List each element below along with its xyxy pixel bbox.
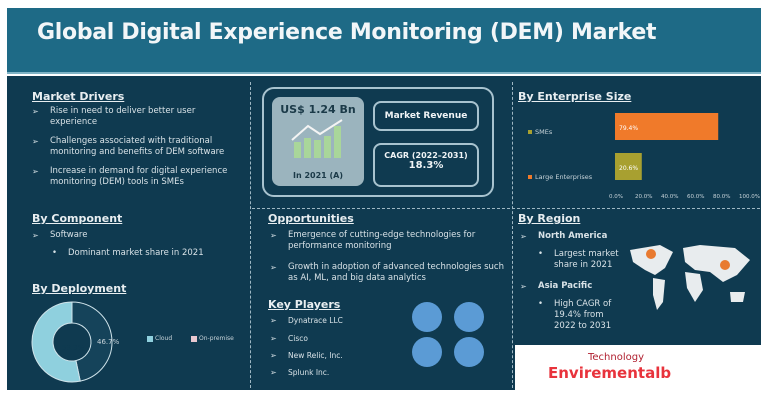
bar-large-enterprises bbox=[615, 153, 642, 180]
key-player: Cisco bbox=[270, 333, 308, 344]
legend-swatch bbox=[528, 130, 532, 134]
cagr-label: CAGR (2022–2031) bbox=[384, 151, 468, 160]
x-tick-label: 60.0% bbox=[687, 194, 704, 200]
by-enterprise-heading: By Enterprise Size bbox=[518, 90, 632, 103]
list-item: Growth in adoption of advanced technolog… bbox=[270, 262, 510, 284]
list-item: Software bbox=[32, 230, 87, 241]
key-player: Splunk Inc. bbox=[270, 367, 329, 378]
list-item: Increase in demand for digital experienc… bbox=[32, 166, 242, 188]
key-player: New Relic, Inc. bbox=[270, 350, 343, 361]
bar-label: 79.4% bbox=[619, 125, 638, 132]
region-na-detail: Largest market share in 2021 bbox=[528, 249, 623, 271]
legend-swatch bbox=[528, 175, 532, 179]
legend-cloud: Cloud bbox=[155, 335, 173, 342]
category-label: Large Enterprises bbox=[535, 173, 593, 181]
location-pin-icon bbox=[646, 249, 656, 259]
market-drivers-heading: Market Drivers bbox=[32, 90, 125, 103]
cagr-box: CAGR (2022–2031) 18.3% bbox=[373, 143, 479, 187]
revenue-frame bbox=[262, 87, 494, 197]
legend-swatch-onpremise bbox=[191, 336, 197, 342]
list-item: Rise in need to deliver better user expe… bbox=[32, 106, 242, 128]
divider bbox=[512, 82, 513, 388]
legend-swatch-cloud bbox=[147, 336, 153, 342]
x-tick-label: 40.0% bbox=[661, 194, 678, 200]
cagr-value: 18.3% bbox=[408, 160, 444, 171]
region-north-america: North America bbox=[520, 231, 607, 242]
list-item: Emergence of cutting-edge technologies f… bbox=[270, 230, 510, 252]
legend-onpremise: On-premise bbox=[199, 335, 234, 342]
donut-slice-on-premise bbox=[71, 301, 113, 382]
x-tick-label: 0.0% bbox=[609, 194, 623, 200]
player-logo-placeholder bbox=[454, 337, 484, 367]
opportunities-heading: Opportunities bbox=[268, 212, 354, 225]
x-tick-label: 80.0% bbox=[713, 194, 730, 200]
by-component-heading: By Component bbox=[32, 212, 123, 225]
revenue-year: In 2021 (A) bbox=[292, 171, 343, 180]
list-item: Challenges associated with traditional m… bbox=[32, 136, 247, 158]
market-revenue-label: Market Revenue bbox=[373, 101, 479, 131]
x-tick-label: 20.0% bbox=[635, 194, 652, 200]
title-banner: Global Digital Experience Monitoring (DE… bbox=[7, 8, 761, 74]
key-player: Dynatrace LLC bbox=[270, 315, 343, 326]
donut-label-onpremise: 46.7% bbox=[97, 338, 120, 346]
divider bbox=[250, 82, 251, 388]
region-asia-pacific: Asia Pacific bbox=[520, 281, 592, 292]
world-map-icon bbox=[630, 245, 750, 310]
list-subitem: Dominant market share in 2021 bbox=[42, 248, 204, 259]
page-title: Global Digital Experience Monitoring (DE… bbox=[37, 20, 657, 45]
logo-area bbox=[515, 345, 768, 401]
player-logo-placeholder bbox=[412, 302, 442, 332]
region-ap-detail: High CAGR of 19.4% from 2022 to 2031 bbox=[528, 299, 623, 332]
x-tick-label: 100.0% bbox=[739, 194, 760, 200]
location-pin-icon bbox=[720, 260, 730, 270]
donut-label-cloud: 53.3% bbox=[62, 344, 85, 352]
deployment-donut bbox=[31, 301, 113, 383]
bar-smes bbox=[615, 113, 719, 140]
logo-text: Technology bbox=[588, 352, 645, 363]
divider bbox=[252, 208, 760, 209]
player-logo-placeholder bbox=[454, 302, 484, 332]
player-logo-placeholder bbox=[412, 337, 442, 367]
by-region-heading: By Region bbox=[518, 212, 581, 225]
by-deployment-heading: By Deployment bbox=[32, 282, 127, 295]
logo-text: Envirementalb bbox=[548, 364, 672, 382]
enterprise-bar-chart: 79.4% SMEs 20.6% Large Enterprises 0.0% 20.0%… bbox=[528, 113, 760, 200]
category-label: SMEs bbox=[535, 128, 553, 136]
donut-slice-cloud bbox=[31, 301, 81, 383]
revenue-card: US$ 1.24 Bn In 2021 (A) bbox=[272, 97, 364, 186]
growth-chart-icon bbox=[291, 119, 343, 158]
bar-label: 20.6% bbox=[619, 165, 638, 172]
revenue-value: US$ 1.24 Bn bbox=[280, 103, 356, 116]
key-players-heading: Key Players bbox=[268, 298, 341, 311]
